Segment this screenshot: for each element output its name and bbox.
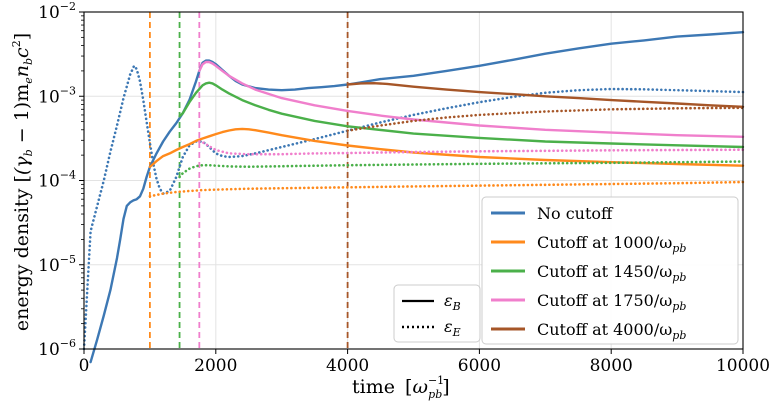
x-tick-label-2: 4000 <box>326 356 369 376</box>
series-line-3 <box>148 180 745 198</box>
legend-label-1000: Cutoff at 1000/ωpb <box>537 233 686 255</box>
y-tick-label-3: 10−3 <box>38 84 76 107</box>
series-lines <box>82 31 745 364</box>
legend-label-4000: Cutoff at 4000/ωpb <box>537 320 686 342</box>
legend-label-no-cutoff: No cutoff <box>537 204 614 223</box>
x-tick-label-4: 8000 <box>590 356 633 376</box>
series-line-0 <box>89 31 745 364</box>
line-style-legend: εB εE <box>393 284 481 343</box>
y-tick-label-1: 10−5 <box>38 253 76 276</box>
x-tick-label-3: 6000 <box>458 356 501 376</box>
series-line-6 <box>198 60 745 139</box>
x-tick-label-5: 10000 <box>716 356 770 376</box>
series-line-4 <box>178 81 745 149</box>
series-line-5 <box>178 160 745 179</box>
x-tick-label-1: 2000 <box>194 356 237 376</box>
series-legend: No cutoff Cutoff at 1000/ωpb Cutoff at 1… <box>481 196 739 345</box>
legend-epsilon-b: εB <box>444 291 461 313</box>
legend-epsilon-e: εE <box>444 317 461 339</box>
x-tick-label-0: 0 <box>79 356 90 376</box>
legend-label-1750: Cutoff at 1750/ωpb <box>537 291 686 313</box>
series-line-9 <box>346 106 745 132</box>
legend-label-1450: Cutoff at 1450/ωpb <box>537 262 686 284</box>
series-line-7 <box>198 140 745 156</box>
series-line-8 <box>346 81 745 109</box>
series-line-2 <box>148 127 745 169</box>
y-axis-ticks: 10−6 10−5 10−4 10−3 10−2 <box>38 0 84 360</box>
y-axis-title: energy density [(γb − 1)menbc2] <box>10 33 35 331</box>
y-tick-label-2: 10−4 <box>38 169 76 192</box>
x-axis-title: time [ω−1 pb] <box>352 374 450 401</box>
cutoff-markers <box>148 12 349 349</box>
x-axis-ticks: 0 2000 4000 6000 8000 10000 <box>79 349 770 376</box>
y-tick-label-0: 10−6 <box>38 337 76 360</box>
y-tick-label-4: 10−2 <box>38 0 76 23</box>
